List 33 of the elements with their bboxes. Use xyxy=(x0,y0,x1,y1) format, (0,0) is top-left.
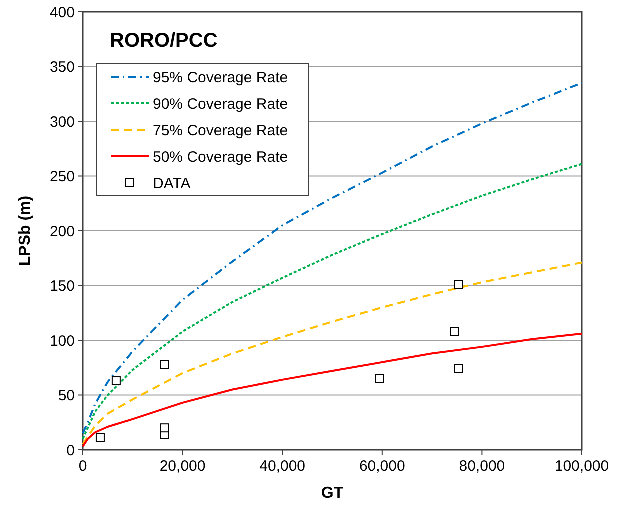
legend-label: 75% Coverage Rate xyxy=(153,122,288,140)
line-series xyxy=(82,332,583,448)
point xyxy=(112,376,121,386)
x-tick-label: 100,000 xyxy=(554,458,610,475)
point xyxy=(454,280,464,290)
y-tick-label: 100 xyxy=(50,332,75,350)
y-tick-label: 0 xyxy=(66,442,75,460)
point xyxy=(375,374,384,384)
legend-label: 50% Coverage Rate xyxy=(153,148,288,166)
x-axis-title: GT xyxy=(321,485,344,502)
y-axis-title: LPSb (m) xyxy=(17,196,34,266)
legend-label: 90% Coverage Rate xyxy=(153,96,288,113)
y-tick-label: 250 xyxy=(50,168,75,186)
legend-label: 95% Coverage Rate xyxy=(153,69,288,86)
x-tick-label: 60,000 xyxy=(359,458,406,475)
point xyxy=(454,364,464,374)
text: RORO/PCC xyxy=(110,30,218,52)
y-tick-label: 50 xyxy=(58,388,75,404)
point xyxy=(450,327,460,336)
x-tick-label: 40,000 xyxy=(260,458,306,475)
point xyxy=(160,424,170,433)
point xyxy=(96,433,105,442)
point xyxy=(160,360,170,370)
line-series xyxy=(82,262,583,446)
y-tick-label: 200 xyxy=(50,223,75,240)
y-tick-label: 350 xyxy=(50,59,75,76)
x-tick-label: 80,000 xyxy=(459,458,506,475)
x-tick-label: 20,000 xyxy=(160,458,206,475)
y-tick-label: 400 xyxy=(50,4,75,22)
x-tick-label: 0 xyxy=(78,458,88,475)
y-tick-label: 150 xyxy=(50,278,75,295)
y-tick-label: 300 xyxy=(50,114,75,131)
legend-label: DATA xyxy=(153,175,191,192)
